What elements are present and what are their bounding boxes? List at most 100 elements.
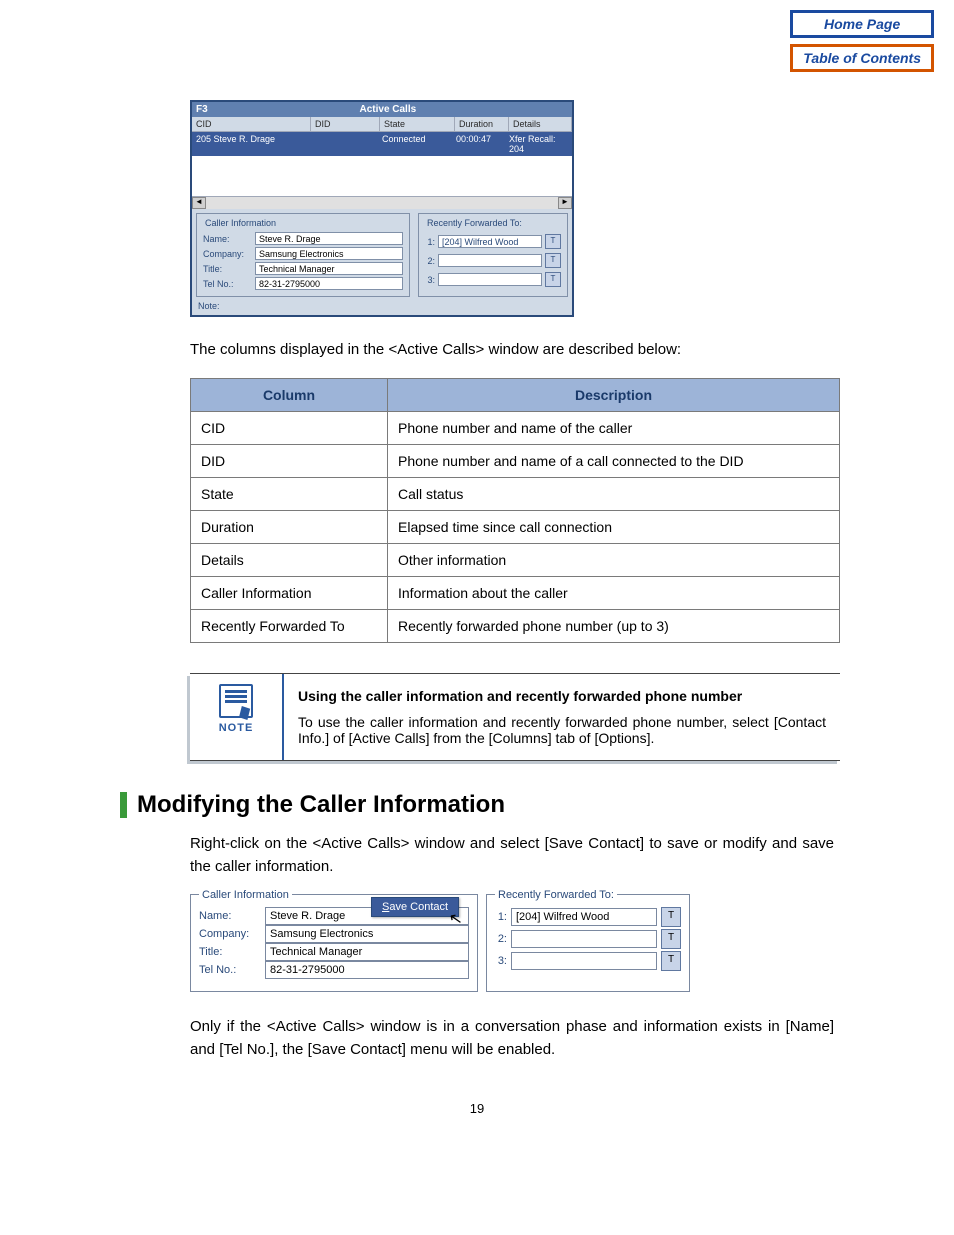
table-row: DIDPhone number and name of a call conne… <box>191 445 840 478</box>
cell-did <box>310 132 378 156</box>
company-input-2[interactable]: Samsung Electronics <box>265 925 469 943</box>
company-input[interactable]: Samsung Electronics <box>255 247 403 260</box>
intro-text: The columns displayed in the <Active Cal… <box>190 341 894 358</box>
header-state[interactable]: State <box>380 117 455 131</box>
ci-legend-2: Caller Information <box>199 889 292 901</box>
fwd2-input-2[interactable] <box>511 930 657 948</box>
fwd1-input-2[interactable]: [204] Wilfred Wood <box>511 908 657 926</box>
scroll-right-icon[interactable]: ► <box>558 197 572 209</box>
caller-info-panel: Caller Information Save Contact ↖ Name:S… <box>190 894 690 992</box>
title-input-2[interactable]: Technical Manager <box>265 943 469 961</box>
tel-label: Tel No.: <box>203 279 251 289</box>
fwd1-input[interactable]: [204] Wilfred Wood <box>438 235 542 248</box>
table-row: CIDPhone number and name of the caller <box>191 412 840 445</box>
fwd1-t-button[interactable]: T <box>545 234 561 249</box>
recently-fwd-fieldset: Recently Forwarded To: 1:[204] Wilfred W… <box>418 213 568 297</box>
window-shortcut: F3 <box>196 104 208 115</box>
fwd2-input[interactable] <box>438 254 542 267</box>
cell-column: Caller Information <box>191 577 388 610</box>
fwd3-t-button-2[interactable]: T <box>661 951 681 971</box>
name-label: Name: <box>203 234 251 244</box>
cell-column: Duration <box>191 511 388 544</box>
fwd3-input[interactable] <box>438 273 542 286</box>
recently-fwd-fieldset-2: Recently Forwarded To: 1:[204] Wilfred W… <box>486 894 690 992</box>
header-did[interactable]: DID <box>311 117 380 131</box>
table-row: StateCall status <box>191 478 840 511</box>
fwd2-num-2: 2: <box>495 933 507 945</box>
fwd2-num: 2: <box>425 256 435 266</box>
tel-input-2[interactable]: 82-31-2795000 <box>265 961 469 979</box>
table-row: Caller InformationInformation about the … <box>191 577 840 610</box>
cell-column: State <box>191 478 388 511</box>
table-row: DurationElapsed time since call connecti… <box>191 511 840 544</box>
name-input[interactable]: Steve R. Drage <box>255 232 403 245</box>
caller-info-legend: Caller Information <box>203 218 278 228</box>
tel-label-2: Tel No.: <box>199 964 259 976</box>
fwd1-num-2: 1: <box>495 911 507 923</box>
cell-column: Details <box>191 544 388 577</box>
company-label-2: Company: <box>199 928 259 940</box>
fwd1-num: 1: <box>425 237 435 247</box>
paragraph-2: Only if the <Active Calls> window is in … <box>190 1016 834 1061</box>
caller-info-fieldset-2: Caller Information Save Contact ↖ Name:S… <box>190 894 478 992</box>
cell-description: Phone number and name of a call connecte… <box>388 445 840 478</box>
call-list-body <box>192 156 572 196</box>
header-details[interactable]: Details <box>509 117 572 131</box>
note-icon <box>219 684 253 718</box>
fwd3-num-2: 3: <box>495 955 507 967</box>
column-headers: CID DID State Duration Details <box>192 117 572 132</box>
note-body: To use the caller information and recent… <box>298 714 826 746</box>
cell-column: DID <box>191 445 388 478</box>
th-column: Column <box>191 379 388 412</box>
cell-description: Elapsed time since call connection <box>388 511 840 544</box>
home-page-link[interactable]: Home Page <box>790 10 934 38</box>
table-row: Recently Forwarded ToRecently forwarded … <box>191 610 840 643</box>
scroll-left-icon[interactable]: ◄ <box>192 197 206 209</box>
note-label-text: NOTE <box>196 722 276 734</box>
toc-link[interactable]: Table of Contents <box>790 44 934 72</box>
page-number: 19 <box>60 1101 894 1116</box>
columns-description-table: Column Description CIDPhone number and n… <box>190 378 840 643</box>
cell-column: Recently Forwarded To <box>191 610 388 643</box>
cell-details: Xfer Recall: 204 <box>505 132 572 156</box>
call-row[interactable]: 205 Steve R. Drage Connected 00:00:47 Xf… <box>192 132 572 156</box>
section-bar-icon <box>120 792 127 818</box>
cell-state: Connected <box>378 132 452 156</box>
company-label: Company: <box>203 249 251 259</box>
cell-column: CID <box>191 412 388 445</box>
title-label: Title: <box>203 264 251 274</box>
fwd3-num: 3: <box>425 275 435 285</box>
fwd1-t-button-2[interactable]: T <box>661 907 681 927</box>
window-title: Active Calls <box>208 104 568 115</box>
section-heading: Modifying the Caller Information <box>137 791 505 819</box>
cell-description: Call status <box>388 478 840 511</box>
caller-info-fieldset: Caller Information Name: Steve R. Drage C… <box>196 213 410 297</box>
header-cid[interactable]: CID <box>192 117 311 131</box>
fwd-legend: Recently Forwarded To: <box>425 218 524 228</box>
title-input[interactable]: Technical Manager <box>255 262 403 275</box>
cell-description: Other information <box>388 544 840 577</box>
table-row: DetailsOther information <box>191 544 840 577</box>
cell-cid: 205 Steve R. Drage <box>192 132 310 156</box>
fwd2-t-button[interactable]: T <box>545 253 561 268</box>
fwd3-t-button[interactable]: T <box>545 272 561 287</box>
note-label: Note: <box>198 301 246 311</box>
th-description: Description <box>388 379 840 412</box>
cell-description: Recently forwarded phone number (up to 3… <box>388 610 840 643</box>
save-contact-menu[interactable]: Save Contact <box>371 897 459 917</box>
note-box: NOTE Using the caller information and re… <box>190 673 840 761</box>
horizontal-scrollbar[interactable]: ◄ ► <box>192 196 572 209</box>
fwd2-t-button-2[interactable]: T <box>661 929 681 949</box>
fwd-legend-2: Recently Forwarded To: <box>495 889 617 901</box>
window-titlebar: F3 Active Calls <box>192 102 572 117</box>
cell-description: Phone number and name of the caller <box>388 412 840 445</box>
cell-duration: 00:00:47 <box>452 132 505 156</box>
cell-description: Information about the caller <box>388 577 840 610</box>
active-calls-window: F3 Active Calls CID DID State Duration D… <box>190 100 574 317</box>
fwd3-input-2[interactable] <box>511 952 657 970</box>
header-duration[interactable]: Duration <box>455 117 509 131</box>
tel-input[interactable]: 82-31-2795000 <box>255 277 403 290</box>
note-title: Using the caller information and recentl… <box>298 688 826 704</box>
paragraph-1: Right-click on the <Active Calls> window… <box>190 833 834 878</box>
name-label-2: Name: <box>199 910 259 922</box>
